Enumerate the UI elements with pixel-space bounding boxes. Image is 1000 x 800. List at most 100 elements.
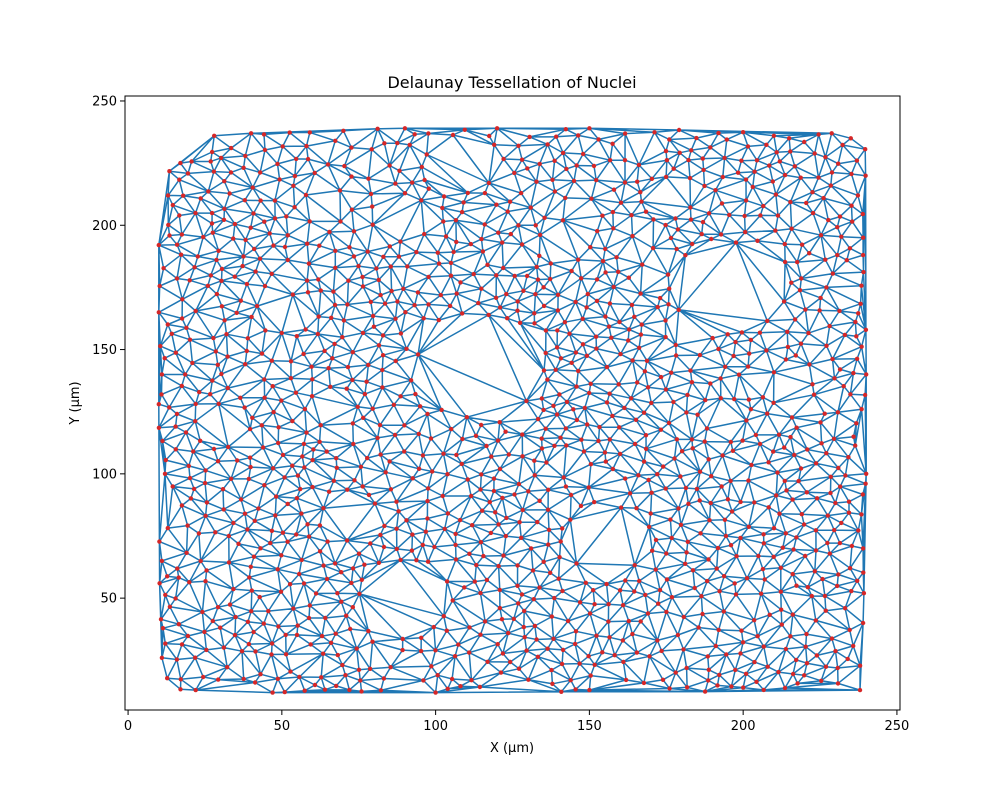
nucleus-point (214, 257, 219, 263)
nucleus-point (743, 229, 748, 235)
nucleus-point (258, 170, 263, 175)
nucleus-point (725, 332, 730, 337)
nucleus-point (157, 581, 162, 586)
nucleus-point (506, 630, 511, 636)
nucleus-point (632, 589, 637, 594)
nucleus-point (535, 277, 541, 282)
nucleus-point (573, 299, 578, 305)
nucleus-point (444, 579, 450, 584)
nucleus-point (477, 684, 483, 690)
y-tick-label: 150 (92, 343, 117, 358)
nucleus-point (671, 166, 676, 171)
nucleus-point (187, 337, 193, 342)
nucleus-point (846, 510, 852, 515)
nucleus-point (606, 602, 611, 607)
nucleus-point (334, 465, 339, 470)
nucleus-point (195, 254, 200, 259)
nucleus-point (864, 471, 869, 476)
nucleus-point (268, 540, 273, 546)
nucleus-point (630, 631, 635, 637)
nucleus-point (178, 252, 184, 257)
nucleus-point (552, 595, 557, 601)
nucleus-point (857, 663, 863, 668)
nucleus-point (804, 631, 809, 637)
nucleus-point (238, 497, 244, 502)
nucleus-point (419, 635, 424, 640)
nucleus-point (179, 232, 185, 237)
nucleus-point (327, 229, 332, 235)
nucleus-point (240, 263, 245, 269)
nucleus-point (499, 617, 505, 622)
nucleus-point (609, 335, 614, 340)
nucleus-point (254, 303, 260, 309)
nucleus-point (242, 405, 247, 410)
nucleus-point (276, 425, 281, 430)
nucleus-point (830, 271, 835, 276)
nucleus-point (242, 511, 248, 516)
nucleus-point (375, 126, 380, 131)
nucleus-point (449, 426, 454, 432)
nucleus-point (193, 687, 198, 693)
nucleus-point (283, 652, 289, 657)
nucleus-point (818, 420, 823, 425)
nucleus-point (649, 176, 655, 181)
nucleus-point (748, 337, 754, 343)
nucleus-point (706, 667, 711, 672)
nucleus-point (293, 390, 299, 395)
nucleus-point (532, 311, 537, 316)
nucleus-point (467, 551, 472, 556)
nucleus-point (694, 486, 700, 492)
nucleus-point (782, 241, 787, 247)
nucleus-point (535, 519, 540, 525)
nucleus-point (222, 318, 227, 323)
nucleus-point (527, 134, 532, 140)
nucleus-point (728, 543, 734, 548)
nucleus-point (491, 488, 497, 494)
nucleus-point (818, 233, 824, 238)
nucleus-point (458, 280, 463, 285)
nucleus-point (832, 376, 837, 381)
nucleus-point (227, 191, 232, 196)
nucleus-point (648, 511, 653, 516)
nucleus-point (548, 261, 553, 266)
nucleus-point (813, 548, 819, 553)
nucleus-point (754, 679, 759, 684)
nucleus-point (713, 643, 718, 649)
nucleus-point (457, 517, 463, 523)
nucleus-point (766, 460, 771, 465)
nucleus-point (368, 299, 373, 305)
nucleus-point (480, 508, 485, 513)
nucleus-point (833, 648, 838, 654)
nucleus-point (663, 148, 669, 154)
nucleus-point (683, 485, 689, 491)
nucleus-point (563, 426, 568, 431)
nucleus-point (554, 134, 559, 139)
nucleus-point (610, 413, 615, 419)
nucleus-point (356, 667, 362, 672)
nucleus-point (496, 563, 501, 569)
nucleus-point (269, 271, 274, 276)
nucleus-point (174, 242, 180, 247)
nucleus-point (591, 163, 597, 169)
nucleus-point (394, 526, 399, 531)
nucleus-point (251, 629, 256, 635)
nucleus-point (813, 528, 819, 533)
nucleus-point (715, 683, 720, 688)
nucleus-point (537, 585, 542, 590)
nucleus-point (248, 464, 253, 470)
nucleus-point (533, 223, 538, 228)
nucleus-point (287, 130, 292, 135)
nucleus-point (275, 161, 280, 167)
nucleus-point (859, 344, 864, 349)
nucleus-point (441, 451, 446, 456)
nucleus-point (827, 323, 832, 329)
nucleus-point (322, 348, 327, 354)
nucleus-point (241, 165, 246, 170)
nucleus-point (652, 130, 657, 135)
nucleus-point (845, 656, 850, 662)
nucleus-point (304, 143, 309, 149)
nucleus-point (324, 576, 330, 582)
nucleus-point (326, 366, 331, 371)
nucleus-point (273, 513, 278, 518)
nucleus-point (185, 633, 191, 639)
